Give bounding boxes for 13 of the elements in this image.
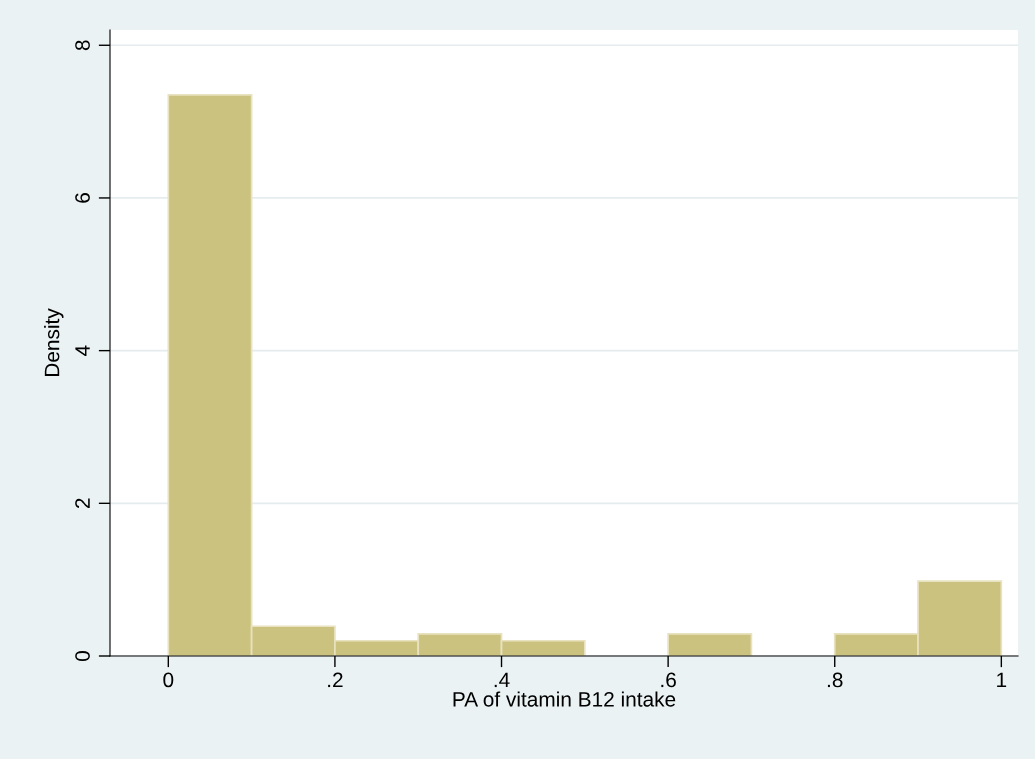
- y-tick-label: 8: [75, 40, 90, 51]
- x-tick-label: .2: [328, 672, 343, 688]
- y-tick-label: 0: [75, 651, 90, 661]
- x-tick-label: .6: [661, 672, 676, 688]
- x-tick-label: 1: [997, 672, 1007, 688]
- x-tick-label: 0: [163, 672, 174, 688]
- x-tick-label: .4: [494, 672, 510, 688]
- x-tick-label: .8: [827, 672, 843, 688]
- y-axis-title: Density: [44, 308, 64, 377]
- x-axis-title: PA of vitamin B12 intake: [453, 691, 676, 707]
- y-tick-label: 4: [75, 345, 90, 356]
- y-tick-label: 2: [75, 498, 90, 509]
- y-tick-label: 6: [75, 193, 90, 203]
